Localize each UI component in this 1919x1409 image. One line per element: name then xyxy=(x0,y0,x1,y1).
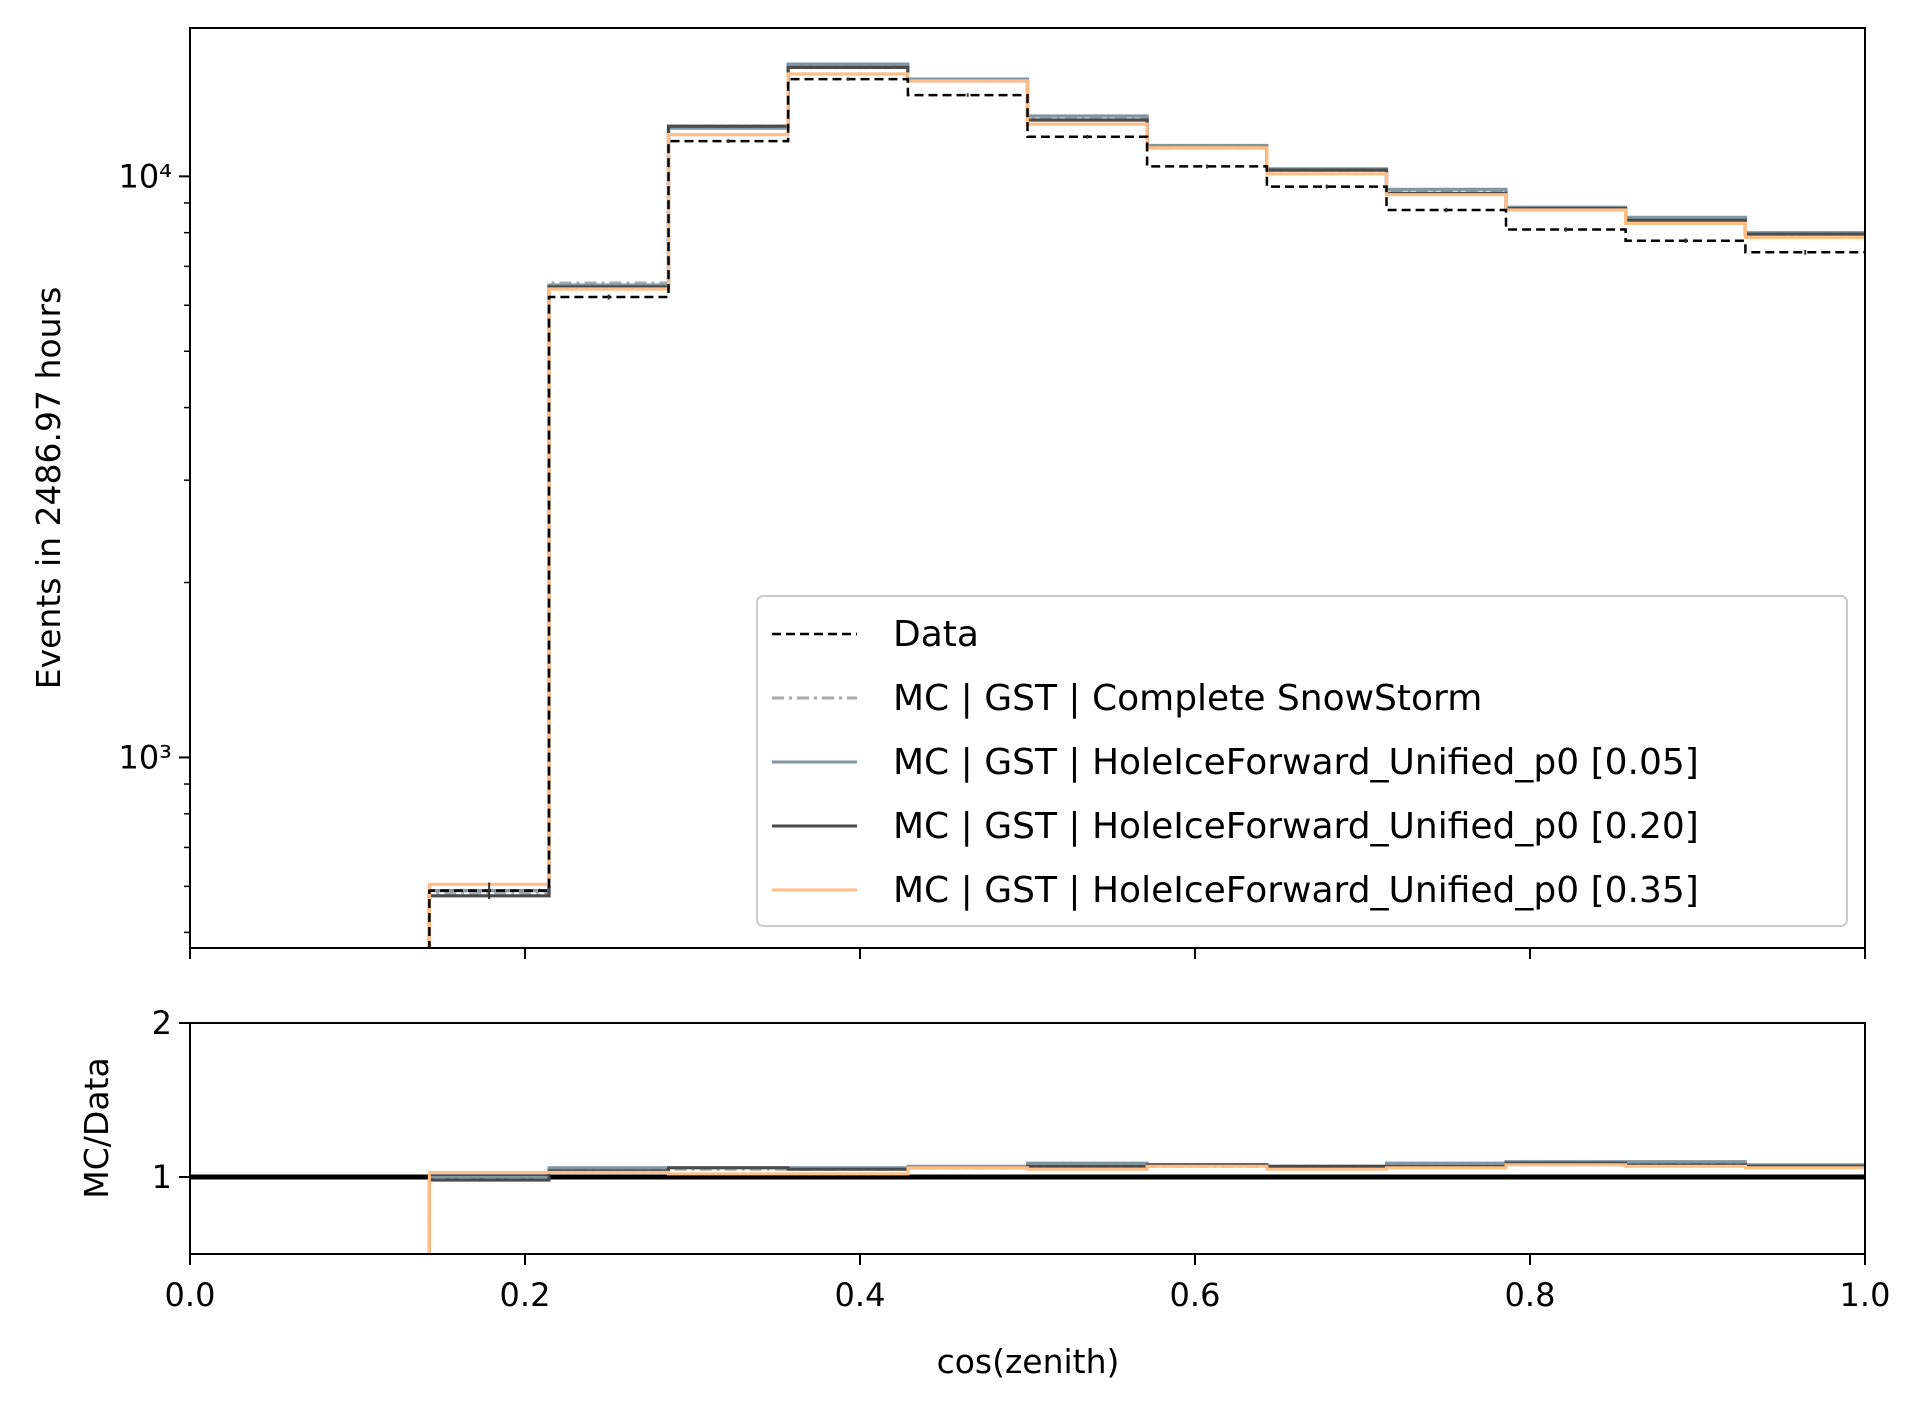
x-axis-label: cos(zenith) xyxy=(937,1342,1120,1381)
legend-frame xyxy=(756,595,1848,927)
ratio-y-tick-label: 1 xyxy=(152,1158,172,1196)
legend-label: MC | GST | HoleIceForward_Unified_p0 [0.… xyxy=(893,806,1699,847)
legend: Data MC | GST | Complete SnowStorm MC | GS… xyxy=(756,595,1848,927)
main-y-axis-label: Events in 2486.97 hours xyxy=(29,287,68,690)
ratio-x-ticks: 0.0 0.2 0.4 0.6 0.8 1.0 xyxy=(165,1254,1891,1314)
legend-label: MC | GST | HoleIceForward_Unified_p0 [0.… xyxy=(893,870,1699,911)
ratio-series-group xyxy=(190,1160,1865,1254)
x-tick-label: 0.2 xyxy=(500,1276,551,1314)
y-tick-label: 10⁴ xyxy=(118,157,172,195)
ratio-y-axis-label: MC/Data xyxy=(77,1057,116,1198)
main-y-ticks: 10³ 10⁴ xyxy=(118,157,190,934)
main-x-ticks xyxy=(189,948,1866,959)
y-tick-label: 10³ xyxy=(118,738,172,776)
x-tick-label: 0.6 xyxy=(1170,1276,1221,1314)
x-tick-label: 1.0 xyxy=(1840,1276,1891,1314)
ratio-line-mc-gst-holeiceforward-unified-p0-0-35 xyxy=(427,1163,1865,1254)
ratio-plot-frame xyxy=(189,1022,1866,1255)
ratio-y-ticks: 12 xyxy=(152,1004,190,1196)
main-plot-frame xyxy=(189,27,1866,949)
ratio-y-tick-label: 2 xyxy=(152,1004,172,1042)
x-tick-label: 0.8 xyxy=(1505,1276,1556,1314)
legend-label: MC | GST | Complete SnowStorm xyxy=(893,678,1482,719)
legend-label: MC | GST | HoleIceForward_Unified_p0 [0.… xyxy=(893,742,1699,783)
x-tick-label: 0.4 xyxy=(835,1276,886,1314)
legend-label: Data xyxy=(893,614,979,655)
ratio-plot-area xyxy=(190,1023,1865,1254)
main-series-group xyxy=(427,62,1865,948)
series-line-data xyxy=(428,77,1865,948)
x-tick-label: 0.0 xyxy=(165,1276,216,1314)
main-error-bars xyxy=(488,77,1807,900)
legend-entries: Data MC | GST | Complete SnowStorm MC | GS… xyxy=(772,614,1699,911)
